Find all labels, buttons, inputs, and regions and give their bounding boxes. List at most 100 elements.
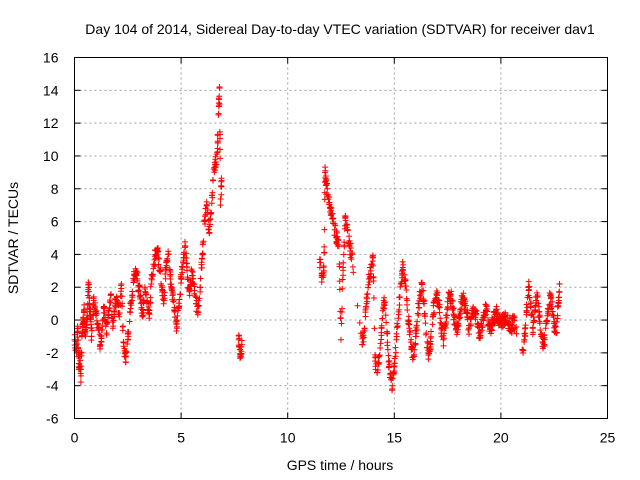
data-point xyxy=(428,328,435,335)
data-point xyxy=(431,309,438,316)
data-point xyxy=(481,312,488,319)
y-tick-label: 14 xyxy=(43,82,59,98)
data-point xyxy=(554,303,561,310)
data-point xyxy=(436,301,443,308)
data-point xyxy=(554,312,561,319)
data-point xyxy=(500,323,507,330)
y-tick-label: 16 xyxy=(43,50,59,66)
data-point xyxy=(170,291,177,298)
y-tick-label: 12 xyxy=(43,115,59,131)
data-point xyxy=(477,320,484,327)
data-point xyxy=(216,85,223,92)
data-point xyxy=(208,209,215,216)
data-point xyxy=(215,96,222,103)
data-point xyxy=(183,250,190,257)
data-point xyxy=(75,337,82,344)
x-tick-label: 10 xyxy=(280,430,296,446)
data-point xyxy=(101,303,108,310)
data-point xyxy=(372,363,379,370)
data-point xyxy=(168,281,175,288)
data-point xyxy=(175,307,182,314)
data-point xyxy=(97,342,104,349)
data-point xyxy=(193,294,200,301)
data-point xyxy=(118,293,125,300)
data-point xyxy=(534,292,541,299)
data-point xyxy=(347,254,354,261)
data-point xyxy=(356,319,363,326)
data-point xyxy=(429,321,436,328)
data-point xyxy=(449,298,456,305)
data-point xyxy=(472,314,479,321)
data-point xyxy=(339,305,346,312)
data-point xyxy=(336,263,343,270)
data-point xyxy=(385,364,392,371)
data-point xyxy=(215,110,222,117)
data-point xyxy=(110,317,117,324)
data-point xyxy=(78,363,85,370)
data-point xyxy=(198,264,205,271)
data-point xyxy=(342,212,349,219)
data-point xyxy=(167,267,174,274)
data-point xyxy=(106,305,113,312)
data-point xyxy=(171,314,178,321)
data-point xyxy=(74,340,81,347)
data-point xyxy=(151,263,158,270)
data-point xyxy=(206,216,213,223)
data-point xyxy=(176,302,183,309)
data-point xyxy=(553,330,560,337)
data-point xyxy=(134,269,141,276)
data-point xyxy=(457,298,464,305)
data-point xyxy=(119,303,126,310)
data-point xyxy=(344,227,351,234)
data-point xyxy=(93,310,100,317)
data-point xyxy=(483,308,490,315)
data-point xyxy=(478,327,485,334)
data-point xyxy=(440,335,447,342)
data-point xyxy=(442,324,449,331)
x-tick-label: 0 xyxy=(71,430,79,446)
data-point xyxy=(134,275,141,282)
data-point xyxy=(531,317,538,324)
data-point xyxy=(165,250,172,257)
data-point xyxy=(331,220,338,227)
data-point xyxy=(455,322,462,329)
data-point xyxy=(376,352,383,359)
data-point xyxy=(390,371,397,378)
data-point xyxy=(161,292,168,299)
data-point xyxy=(203,202,210,209)
data-point xyxy=(176,296,183,303)
data-point xyxy=(182,243,189,250)
data-point xyxy=(392,349,399,356)
data-point xyxy=(433,292,440,299)
data-point xyxy=(349,263,356,270)
data-point xyxy=(422,320,429,327)
data-point xyxy=(119,323,126,330)
data-point xyxy=(526,283,533,290)
data-point xyxy=(525,287,532,294)
data-point xyxy=(441,330,448,337)
data-point xyxy=(92,299,99,306)
data-point xyxy=(384,346,391,353)
data-point xyxy=(555,297,562,304)
data-point xyxy=(457,314,464,321)
data-point xyxy=(145,306,152,313)
data-point xyxy=(183,260,190,267)
data-point xyxy=(340,251,347,258)
data-point xyxy=(420,287,427,294)
data-point xyxy=(406,321,413,328)
data-point xyxy=(364,298,371,305)
data-point xyxy=(87,308,94,315)
data-point xyxy=(413,330,420,337)
data-point xyxy=(545,310,552,317)
data-point xyxy=(370,295,377,302)
data-point xyxy=(364,290,371,297)
data-point xyxy=(549,298,556,305)
data-point xyxy=(522,330,529,337)
data-point xyxy=(400,261,407,268)
data-point xyxy=(87,316,94,323)
data-point xyxy=(440,336,447,343)
data-point xyxy=(327,204,334,211)
data-point xyxy=(511,317,518,324)
data-point xyxy=(196,295,203,302)
data-point xyxy=(391,368,398,375)
